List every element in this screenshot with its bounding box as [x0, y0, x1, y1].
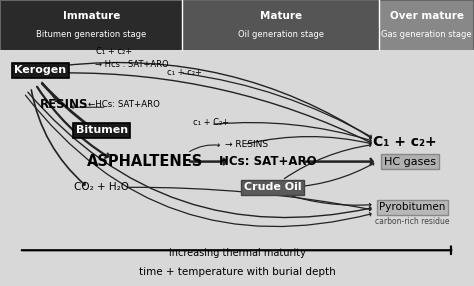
- Text: CO₂ + H₂O: CO₂ + H₂O: [74, 182, 129, 192]
- Text: Mature: Mature: [260, 11, 302, 21]
- Text: → Hcs : SAT+ARO: → Hcs : SAT+ARO: [95, 60, 168, 69]
- Text: increasing thermal maturity: increasing thermal maturity: [169, 248, 305, 258]
- Bar: [182, 0, 379, 50]
- Text: Crude Oil: Crude Oil: [244, 182, 301, 192]
- Text: c₁ + c₂+: c₁ + c₂+: [167, 68, 202, 78]
- Bar: [0, 0, 182, 50]
- Text: Pyrobitumen: Pyrobitumen: [379, 202, 446, 212]
- Text: ←HCs: SAT+ARO: ←HCs: SAT+ARO: [88, 100, 160, 109]
- Text: Kerogen: Kerogen: [14, 65, 66, 75]
- Text: ASPHALTENES: ASPHALTENES: [86, 154, 203, 169]
- Bar: [0, 50, 474, 286]
- Text: → RESINS: → RESINS: [225, 140, 268, 149]
- Text: C₁ + c₂+: C₁ + c₂+: [96, 47, 132, 56]
- Text: C₁ + c₂+: C₁ + c₂+: [374, 135, 437, 148]
- Text: HCs: SAT+ARO: HCs: SAT+ARO: [219, 155, 317, 168]
- Text: Bitumen: Bitumen: [76, 125, 128, 135]
- Text: c₁ + C₂+: c₁ + C₂+: [193, 118, 229, 128]
- Text: Immature: Immature: [63, 11, 120, 21]
- Text: HC gases: HC gases: [384, 157, 436, 166]
- Text: Bitumen generation stage: Bitumen generation stage: [36, 29, 146, 39]
- Text: RESINS: RESINS: [40, 98, 88, 111]
- Bar: [379, 0, 474, 50]
- Text: Oil generation stage: Oil generation stage: [238, 29, 324, 39]
- Text: Over mature: Over mature: [390, 11, 464, 21]
- Text: Gas generation stage: Gas generation stage: [381, 29, 472, 39]
- Text: carbon-rich residue: carbon-rich residue: [375, 217, 450, 226]
- Text: time + temperature with burial depth: time + temperature with burial depth: [138, 267, 336, 277]
